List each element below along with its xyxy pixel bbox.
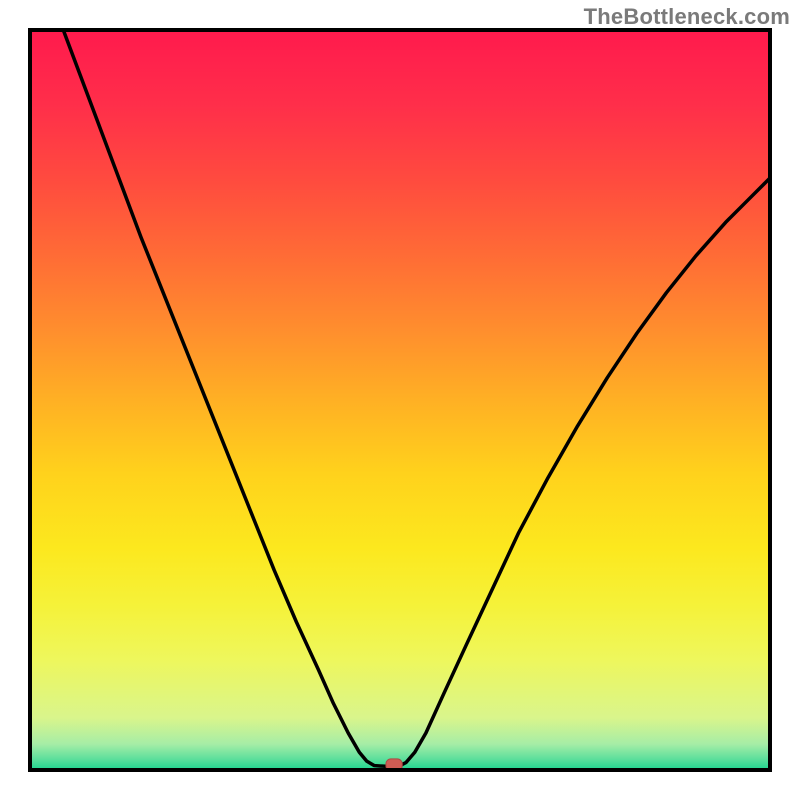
plot-background (30, 30, 770, 770)
plot-area (30, 30, 770, 771)
chart-container: TheBottleneck.com (0, 0, 800, 800)
bottleneck-chart (0, 0, 800, 800)
watermark-text: TheBottleneck.com (584, 4, 790, 30)
